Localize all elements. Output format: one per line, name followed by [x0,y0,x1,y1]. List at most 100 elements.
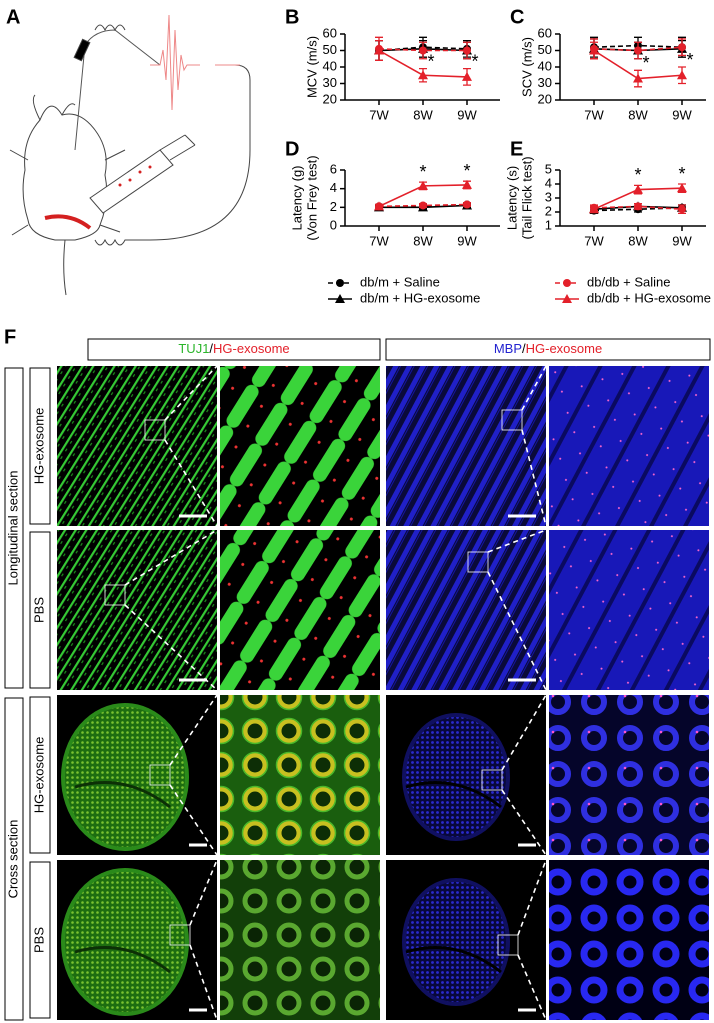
legend-marker [562,294,572,303]
group-box [4,697,24,1021]
y-axis-label: Latency (s) [504,166,519,230]
data-marker [419,201,427,210]
x-tick-label: 9W [672,107,692,122]
data-marker [633,184,643,194]
nerve-section [61,868,189,1016]
data-marker [419,46,427,55]
zoom-line [517,859,547,936]
significance: * [686,50,693,70]
y-axis-label: SCV (m/s) [519,37,534,97]
zoom-line [517,954,547,1021]
y-tick-label: 50 [323,42,337,57]
x-tick-label: 7W [584,233,604,248]
y-tick-label: 20 [538,91,552,106]
y-axis-label: (Von Frey test) [304,155,319,240]
zoom-box [169,924,191,946]
zoom-box [501,409,523,431]
legend-label: db/db + Saline [587,274,670,289]
zoom-box [104,584,126,606]
zoom-line [501,694,547,771]
legend-marker [336,279,344,287]
significance: * [678,164,685,184]
y-tick-label: 6 [330,161,337,176]
stain: MBP [494,341,522,356]
micrograph [57,530,217,690]
micrograph [549,860,709,1020]
group-box [4,367,24,689]
septum [74,781,171,809]
data-marker [462,179,472,189]
header-label: TUJ1/HG-exosome [178,341,289,356]
x-tick-label: 9W [457,107,477,122]
data-marker [374,201,384,211]
septum [405,781,502,809]
micrograph [549,366,709,526]
row-label-box [29,367,51,525]
data-marker [589,45,599,55]
data-marker [677,70,687,80]
septum [74,946,171,974]
x-tick-label: 7W [584,107,604,122]
row-label: PBS [31,597,46,623]
syringe-dots [118,165,152,187]
panel-letter: E [510,138,523,160]
panel-letter: F [4,326,16,348]
y-tick-label: 60 [538,25,552,40]
zoom-line [164,365,218,421]
y-tick-label: 1 [545,217,552,232]
micrograph [220,530,380,690]
y-tick-label: 3 [545,189,552,204]
data-marker [589,204,599,214]
y-tick-label: 2 [330,199,337,214]
row-label-box [29,696,51,854]
legend-marker [563,279,571,287]
panel-letter: C [510,6,524,28]
significance: * [634,165,641,185]
y-tick-label: 20 [323,91,337,106]
significance: * [463,161,470,181]
y-tick-label: 60 [323,25,337,40]
data-marker [677,183,687,193]
legend-label: db/m + Saline [360,274,440,289]
data-marker [634,46,642,55]
y-tick-label: 40 [323,58,337,73]
micrograph [386,530,546,690]
panel-letter: B [285,6,299,28]
significance: * [419,162,426,182]
micrograph [220,860,380,1020]
zoom-line [487,529,547,553]
nerve-section [402,878,510,1006]
data-marker [462,71,472,81]
x-tick-label: 9W [457,233,477,248]
nerve-section [61,703,189,851]
zoom-line [124,604,218,691]
y-tick-label: 4 [545,175,552,190]
separator: / [209,341,213,356]
tracer: HG-exosome [526,341,603,356]
micrograph [57,366,217,526]
x-tick-label: 8W [628,233,648,248]
legend-marker [335,294,345,303]
data-marker [463,46,471,55]
zoom-box [149,764,171,786]
x-tick-label: 7W [369,233,389,248]
micrograph [386,366,546,526]
significance: * [427,51,434,71]
mouse-illustration [9,14,251,296]
y-tick-label: 50 [538,42,552,57]
zoom-box [481,769,503,791]
y-tick-label: 0 [330,217,337,232]
y-tick-label: 5 [545,161,552,176]
group-label: Cross section [5,820,20,899]
zoom-box [144,419,166,441]
row-label: PBS [31,927,46,953]
data-marker [374,45,384,55]
zoom-line [164,439,218,527]
panel-letter: A [6,6,20,28]
legend-label: db/m + HG-exosome [360,290,480,305]
row-label: HG-exosome [31,737,46,814]
header-label: MBP/HG-exosome [494,341,602,356]
tracer: HG-exosome [213,341,290,356]
zoom-line [189,944,218,1021]
y-tick-label: 4 [330,180,337,195]
